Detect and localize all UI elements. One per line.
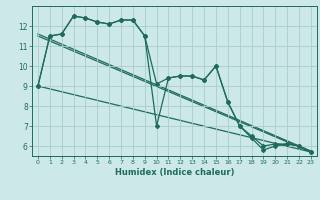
X-axis label: Humidex (Indice chaleur): Humidex (Indice chaleur) — [115, 168, 234, 177]
